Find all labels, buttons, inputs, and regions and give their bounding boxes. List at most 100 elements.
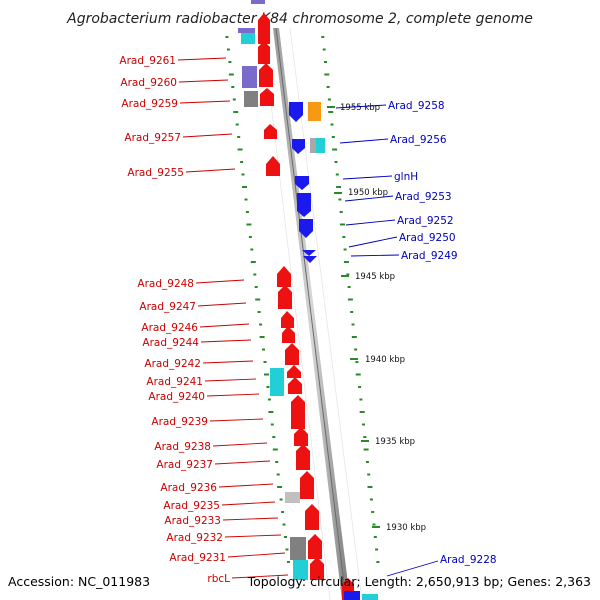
gc-skew-mark [231, 86, 235, 88]
map-title: Agrobacterium radiobacter K84 chromosome… [66, 11, 533, 27]
gene-label: Arad_9259 [121, 98, 178, 110]
gc-skew-mark [235, 123, 239, 126]
gene-label: Arad_9250 [399, 232, 456, 244]
reverse-strand-genes [289, 102, 360, 600]
right-label-leaders [335, 104, 439, 577]
gene-label: Arad_9236 [160, 482, 217, 494]
chromosome-backbone [261, 27, 363, 600]
gc-skew-mark [275, 461, 279, 463]
gc-skew-mark [242, 186, 247, 188]
gc-skew-mark [228, 73, 234, 76]
gc-skew-mark [245, 211, 249, 213]
gc-skew-mark [277, 486, 283, 488]
gc-skew-mark [359, 398, 363, 401]
gene-label: Arad_9247 [139, 301, 196, 313]
gc-skew-mark [371, 511, 375, 513]
gc-skew-mark [362, 423, 365, 426]
gc-skew-mark [346, 273, 350, 276]
gc-skew-mark [266, 386, 270, 388]
gc-skew-mark [347, 286, 351, 288]
gene-label: Arad_9244 [142, 337, 199, 349]
gc-skew-mark [363, 436, 367, 438]
gc-skew-mark [367, 486, 373, 488]
gc-skew-mark [246, 223, 252, 226]
scale-label: 1940 kbp [365, 355, 405, 365]
right-gene-labels: Arad_9258 Arad_9256 glnH Arad_9253 Arad_… [388, 100, 497, 566]
gc-skew-mark [338, 198, 342, 201]
genome-summary-text: Topology: circular; Length: 2,650,913 bp… [247, 574, 591, 589]
gene-label: Arad_9252 [397, 215, 454, 227]
gc-skew-mark [262, 348, 265, 351]
gc-skew-mark [369, 498, 373, 501]
gc-skew-mark [279, 498, 283, 501]
gc-skew-mark [351, 323, 355, 326]
gc-skew-mark [359, 411, 365, 413]
gc-skew-mark [332, 148, 338, 151]
scale-label: 1950 kbp [348, 188, 388, 198]
gene-label: Arad_9232 [166, 532, 223, 544]
gc-skew-mark [272, 448, 278, 451]
gc-skew-mark [264, 373, 269, 376]
gc-skew-mark [250, 261, 256, 263]
gene-label: Arad_9228 [440, 554, 497, 566]
gc-skew-mark [254, 286, 258, 288]
gc-skew-mark [322, 48, 326, 51]
gc-skew-mark [335, 173, 339, 176]
gc-skew-mark [334, 161, 338, 163]
scale-label: 1945 kbp [355, 272, 395, 282]
gene-label: Arad_9242 [144, 358, 201, 370]
gc-skew-mark [336, 186, 342, 188]
left-gene-labels: Arad_9261 Arad_9260 Arad_9259 Arad_9257 … [119, 55, 230, 585]
gc-skew-mark [372, 523, 376, 526]
gc-skew-mark [351, 336, 357, 338]
gene-label: glnH [394, 171, 418, 183]
gene-label: Arad_9240 [148, 391, 205, 403]
gc-skew-mark [358, 386, 362, 388]
gc-skew-mark [286, 561, 290, 563]
gc-skew-mark [326, 86, 330, 88]
gc-skew-right-track [321, 36, 380, 563]
gc-skew-mark [281, 511, 285, 513]
gene-label: Arad_9248 [137, 278, 194, 290]
gc-skew-mark [330, 123, 334, 126]
gc-skew-mark [331, 136, 335, 138]
gene-label: Arad_9233 [164, 515, 221, 527]
gc-skew-mark [272, 436, 276, 438]
scale-label: 1935 kbp [375, 437, 415, 447]
gene-label: Arad_9231 [169, 552, 226, 564]
gene-label: Arad_9261 [119, 55, 176, 67]
gc-skew-mark [343, 261, 349, 263]
gc-skew-mark [347, 298, 353, 301]
gc-skew-mark [263, 361, 267, 363]
gc-skew-mark [244, 198, 248, 201]
gc-skew-mark [324, 61, 327, 63]
gc-skew-mark [376, 561, 380, 563]
gene-label: Arad_9238 [154, 441, 211, 453]
gc-skew-mark [340, 223, 345, 226]
gc-skew-mark [339, 211, 343, 213]
gc-skew-mark [367, 473, 371, 476]
gc-skew-mark [342, 236, 346, 238]
gc-skew-mark [355, 373, 361, 376]
gc-skew-mark [228, 61, 232, 63]
gene-label: Arad_9258 [388, 100, 445, 112]
gc-skew-mark [237, 136, 241, 138]
gc-skew-mark [225, 36, 229, 38]
gc-skew-mark [257, 311, 261, 313]
gc-skew-mark [250, 248, 254, 251]
gc-skew-mark [324, 73, 330, 76]
gene-label: rbcL [207, 573, 230, 585]
gc-skew-mark [343, 248, 347, 251]
gc-skew-mark [354, 348, 358, 351]
gc-skew-mark [259, 336, 265, 338]
scale-label: 1930 kbp [386, 523, 426, 533]
gc-skew-mark [240, 161, 244, 163]
gc-skew-mark [237, 148, 243, 151]
left-label-leaders [177, 57, 289, 579]
gc-skew-mark [328, 111, 334, 113]
gene-label: Arad_9255 [127, 167, 184, 179]
cog-track [238, 28, 378, 600]
gene-label: Arad_9246 [141, 322, 198, 334]
gc-skew-mark [226, 48, 230, 51]
